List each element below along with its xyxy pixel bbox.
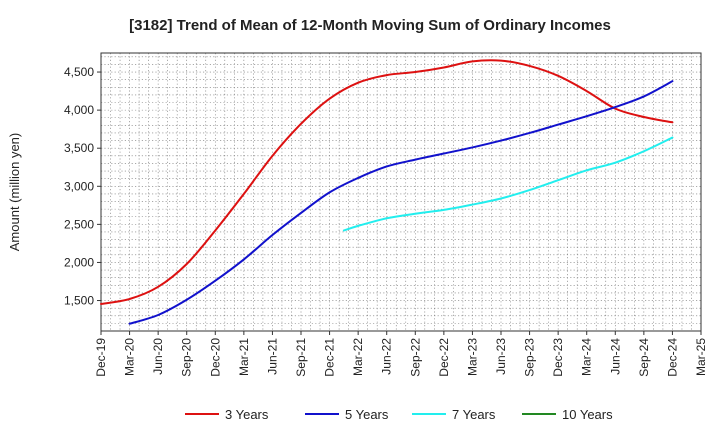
y-axis-ticks: 1,500 2,000 2,500 3,000 3,500 4,000 4,500 xyxy=(64,65,101,308)
x-tick-label: Dec-20 xyxy=(208,338,222,377)
y-tick-label: 2,500 xyxy=(64,217,94,231)
series-line-5-years xyxy=(128,80,674,325)
x-axis-ticks: Dec-19 Mar-20 Jun-20 Sep-20 Dec-20 Mar-21 Jun-… xyxy=(94,331,708,377)
x-tick-label: Dec-19 xyxy=(94,338,108,377)
y-tick-label: 4,500 xyxy=(64,65,94,79)
series-lines xyxy=(100,59,674,325)
legend-label-3-years: 3 Years xyxy=(225,407,269,422)
y-axis-label: Amount (million yen) xyxy=(7,133,22,252)
x-tick-label: Mar-20 xyxy=(123,338,137,376)
x-tick-label: Jun-20 xyxy=(151,338,165,375)
y-tick-label: 2,000 xyxy=(64,255,94,269)
x-tick-label: Dec-22 xyxy=(437,338,451,377)
y-tick-label: 3,000 xyxy=(64,179,94,193)
legend-label-10-years: 10 Years xyxy=(562,407,613,422)
x-tick-label: Dec-23 xyxy=(551,338,565,377)
y-tick-label: 4,000 xyxy=(64,103,94,117)
x-tick-label: Mar-25 xyxy=(694,338,708,376)
x-tick-label: Sep-23 xyxy=(523,338,537,377)
x-tick-label: Mar-21 xyxy=(237,338,251,376)
x-tick-label: Jun-22 xyxy=(380,338,394,375)
y-tick-label: 1,500 xyxy=(64,294,94,308)
x-tick-label: Sep-24 xyxy=(637,338,651,377)
x-tick-label: Dec-24 xyxy=(665,338,679,377)
plot-area xyxy=(100,52,702,332)
x-tick-label: Mar-24 xyxy=(580,338,594,376)
x-tick-label: Mar-22 xyxy=(351,338,365,376)
chart-title: [3182] Trend of Mean of 12-Month Moving … xyxy=(129,17,611,34)
x-tick-label: Jun-21 xyxy=(265,338,279,375)
x-tick-label: Mar-23 xyxy=(465,338,479,376)
x-tick-label: Sep-21 xyxy=(294,338,308,377)
legend: 3 Years 5 Years 7 Years 10 Years xyxy=(185,407,613,422)
x-tick-label: Jun-23 xyxy=(494,338,508,375)
x-tick-label: Sep-20 xyxy=(180,338,194,377)
legend-label-5-years: 5 Years xyxy=(345,407,389,422)
series-line-7-years xyxy=(342,136,674,232)
legend-label-7-years: 7 Years xyxy=(452,407,496,422)
x-tick-label: Jun-24 xyxy=(608,338,622,375)
y-tick-label: 3,500 xyxy=(64,141,94,155)
x-tick-label: Sep-22 xyxy=(408,338,422,377)
x-tick-label: Dec-21 xyxy=(323,338,337,377)
series-line-3-years xyxy=(100,59,674,305)
